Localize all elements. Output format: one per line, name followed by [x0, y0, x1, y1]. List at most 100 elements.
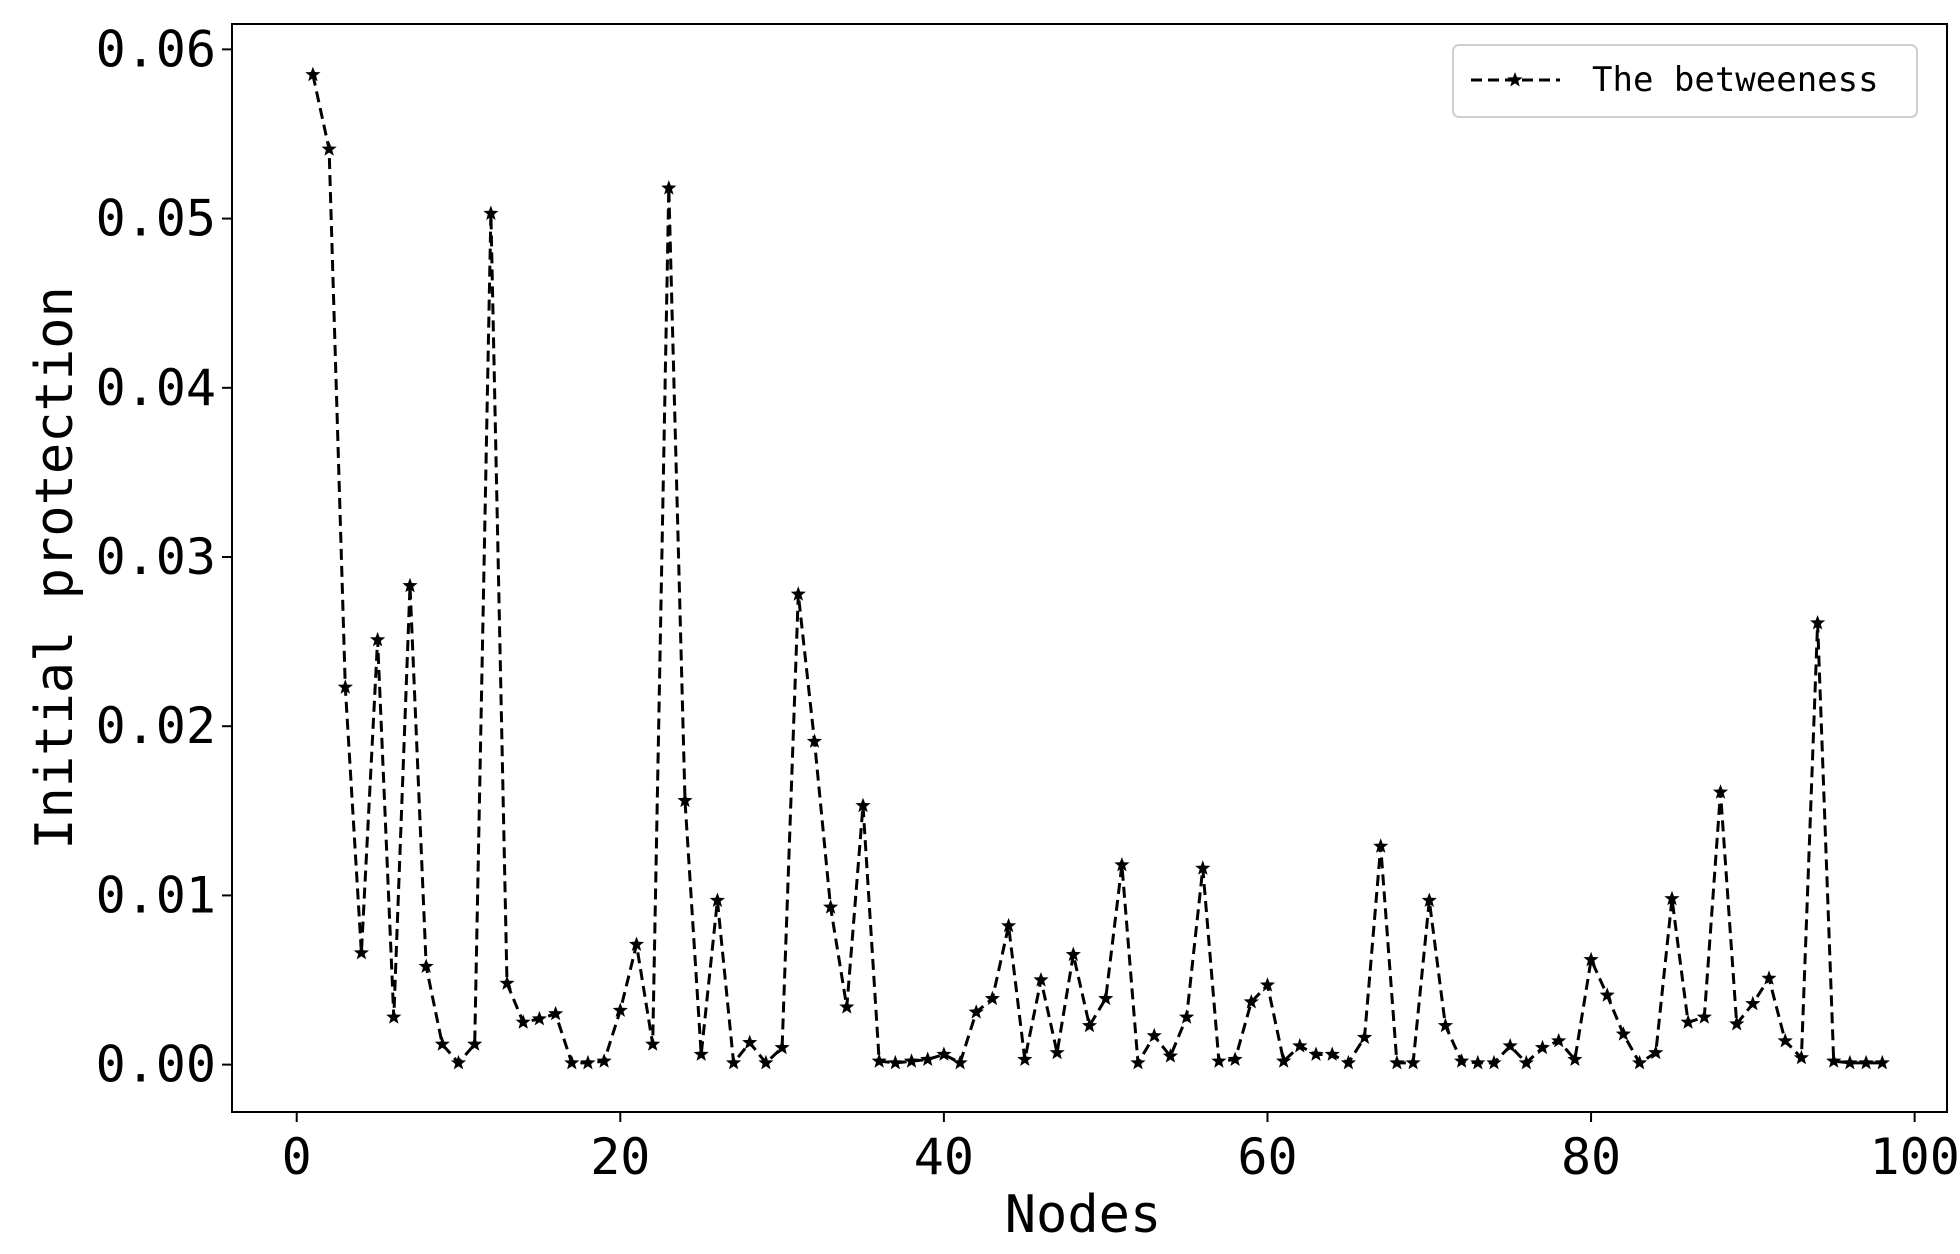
legend: The betweeness — [1452, 44, 1918, 118]
x-axis-label: Nodes — [1005, 1185, 1162, 1245]
data-point — [1696, 1009, 1712, 1024]
data-point — [1777, 1032, 1793, 1048]
data-point — [1227, 1051, 1243, 1066]
data-point — [742, 1034, 758, 1050]
data-point — [1114, 857, 1130, 872]
data-point — [1664, 890, 1680, 906]
data-point — [1583, 951, 1599, 967]
data-point — [564, 1054, 580, 1070]
series-points — [305, 66, 1890, 1070]
data-point — [1680, 1014, 1696, 1029]
data-point — [1162, 1048, 1178, 1063]
data-point — [1373, 838, 1389, 853]
data-point — [1243, 994, 1259, 1009]
data-point — [1098, 990, 1114, 1006]
data-point — [823, 899, 839, 914]
data-point — [1211, 1053, 1227, 1068]
data-point — [1146, 1027, 1162, 1043]
data-point — [725, 1054, 742, 1070]
data-point — [628, 936, 645, 951]
data-point — [645, 1036, 661, 1051]
data-point — [1421, 892, 1437, 907]
data-point — [1534, 1039, 1551, 1055]
data-point — [887, 1054, 903, 1070]
data-point — [936, 1046, 952, 1061]
data-point — [467, 1036, 483, 1051]
data-point — [370, 631, 386, 647]
data-point — [434, 1036, 450, 1051]
y-tick-label: 0.00 — [96, 1036, 216, 1094]
data-point — [1810, 615, 1826, 630]
data-point — [1551, 1032, 1567, 1048]
data-point — [402, 577, 418, 593]
data-point — [1130, 1054, 1146, 1070]
y-tick-label: 0.06 — [96, 20, 216, 78]
data-point — [1826, 1053, 1842, 1068]
data-point — [1567, 1051, 1583, 1066]
y-tick-label: 0.01 — [96, 866, 216, 924]
x-tick-label: 100 — [1869, 1128, 1959, 1186]
data-point — [1033, 972, 1049, 987]
data-point — [1276, 1053, 1292, 1068]
data-point — [952, 1054, 968, 1070]
data-point — [855, 797, 871, 813]
data-point — [305, 66, 321, 82]
data-point — [1308, 1046, 1324, 1061]
data-point — [839, 999, 855, 1014]
data-point — [1599, 987, 1615, 1002]
data-point — [515, 1014, 531, 1029]
data-point — [386, 1009, 402, 1024]
data-point — [1049, 1044, 1065, 1060]
data-point — [1437, 1017, 1454, 1033]
data-point — [418, 958, 434, 973]
data-point — [1454, 1053, 1470, 1068]
data-point — [321, 141, 337, 156]
data-point — [337, 679, 353, 694]
data-point — [1340, 1054, 1356, 1070]
data-point — [903, 1053, 920, 1068]
data-point — [483, 205, 499, 220]
data-point — [1065, 946, 1081, 962]
data-point — [677, 792, 693, 808]
data-point — [1195, 860, 1211, 875]
data-point — [1632, 1054, 1648, 1070]
data-point — [1502, 1038, 1518, 1053]
data-point — [1405, 1054, 1421, 1070]
x-axis-ticks: 0 20 40 60 80 100 — [282, 1112, 1960, 1186]
y-tick-label: 0.03 — [96, 528, 216, 586]
data-point — [1712, 784, 1729, 799]
data-point — [1745, 995, 1761, 1011]
legend-box — [1452, 44, 1918, 118]
data-point — [531, 1010, 547, 1026]
data-point — [1874, 1054, 1890, 1070]
data-point — [661, 180, 677, 195]
data-point — [353, 944, 369, 960]
plot-frame — [231, 23, 1948, 1113]
data-point — [790, 586, 806, 601]
data-point — [1793, 1049, 1809, 1065]
data-point — [499, 975, 515, 990]
series-line — [311, 74, 1883, 1068]
data-point — [596, 1053, 612, 1068]
data-point — [1470, 1054, 1486, 1070]
data-point — [1842, 1054, 1858, 1070]
x-tick-label: 20 — [590, 1128, 650, 1186]
legend-label: The betweeness — [1592, 60, 1879, 100]
x-tick-label: 60 — [1237, 1128, 1297, 1186]
data-point — [806, 733, 823, 748]
y-axis-ticks: 0.00 0.01 0.02 0.03 0.04 0.05 0.06 — [96, 20, 232, 1094]
y-tick-label: 0.04 — [96, 359, 216, 417]
data-point — [548, 1005, 564, 1021]
x-tick-label: 40 — [914, 1128, 974, 1186]
data-point — [774, 1039, 790, 1055]
data-point — [1292, 1038, 1308, 1053]
data-point — [758, 1054, 774, 1070]
x-tick-label: 0 — [282, 1128, 312, 1186]
data-point — [580, 1054, 596, 1070]
data-point — [1761, 970, 1777, 985]
data-point — [1179, 1009, 1195, 1024]
data-point — [612, 1002, 628, 1017]
data-point — [1017, 1051, 1033, 1066]
data-point — [984, 990, 1000, 1006]
